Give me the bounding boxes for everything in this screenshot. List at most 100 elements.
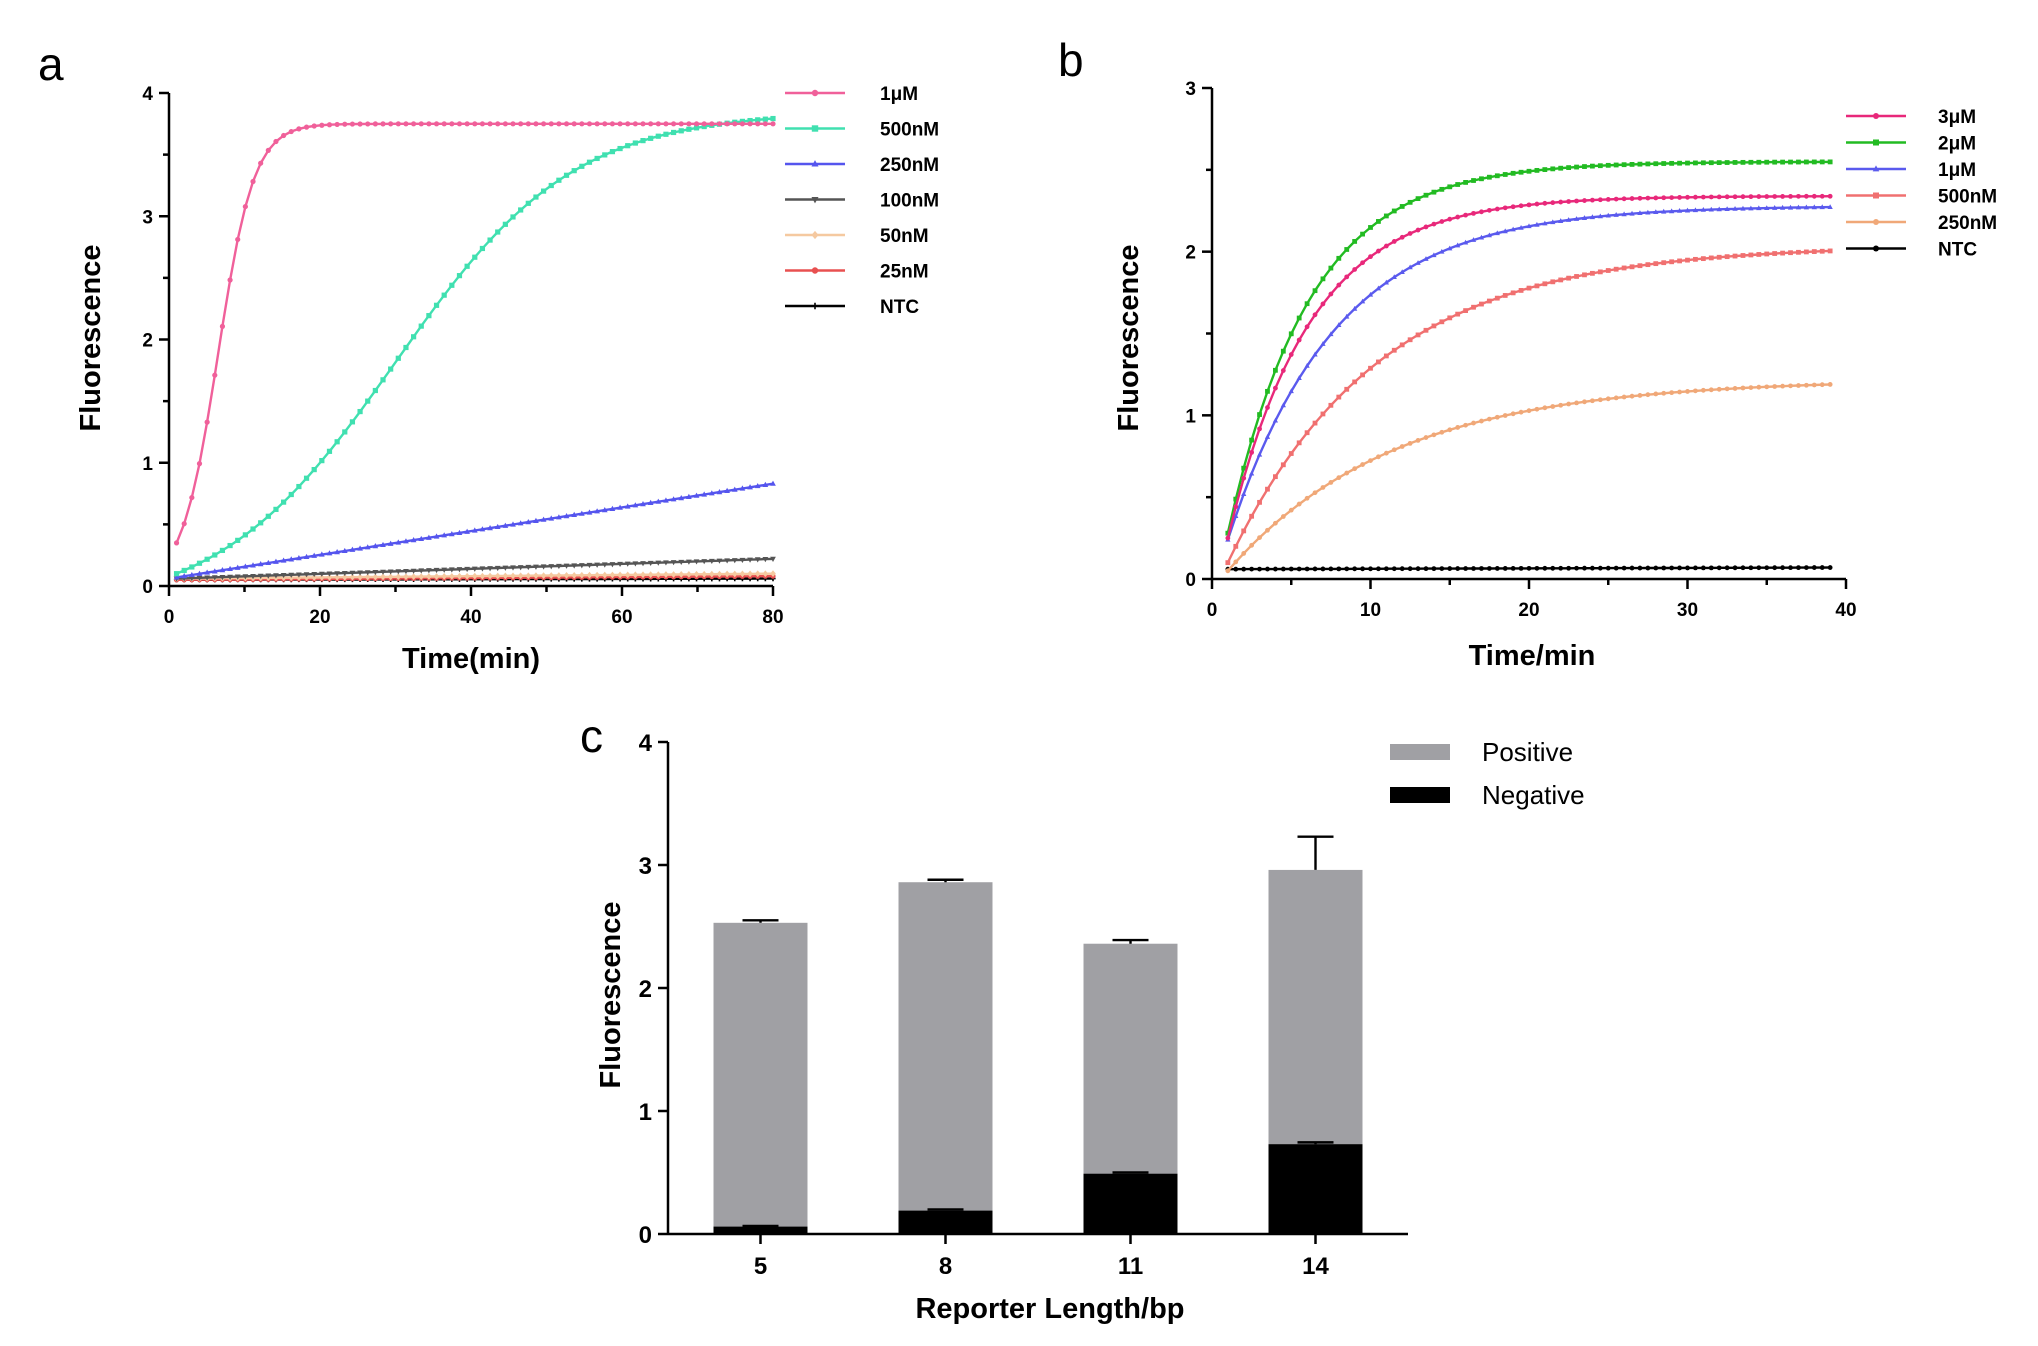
panel-b-data-point <box>1661 390 1667 396</box>
panel-a-data-point <box>418 535 425 542</box>
panel-a-data-point <box>510 121 516 127</box>
panel-b-data-point <box>1407 231 1413 236</box>
panel-b-data-point <box>1613 196 1619 202</box>
panel-a-data-point <box>349 573 356 581</box>
panel-b-data-point <box>1772 565 1778 571</box>
panel-b-data-point <box>1764 384 1770 390</box>
panel-b-data-point <box>1724 160 1730 165</box>
panel-a-legend-label: 250nM <box>880 155 939 176</box>
panel-b-data-point <box>1661 208 1667 214</box>
panel-b-data-point <box>1796 193 1801 199</box>
panel-a-data-point <box>724 570 730 578</box>
panel-b-data-point <box>1558 165 1564 171</box>
panel-b-data-point <box>1724 206 1730 212</box>
panel-a-data-point <box>326 448 333 454</box>
panel-b-data-point <box>1288 507 1294 513</box>
panel-b-data-point <box>1494 173 1500 179</box>
panel-b-data-point <box>1360 566 1365 572</box>
panel-a-data-point <box>464 121 470 127</box>
panel-b-data-point <box>1827 204 1833 210</box>
panel-b-data-point <box>1740 385 1746 391</box>
panel-b-data-point <box>1479 176 1484 182</box>
panel-a-data-point <box>364 570 371 576</box>
panel-b-data-point <box>1352 379 1358 385</box>
panel-b-data-point <box>1296 566 1302 572</box>
panel-b-data-point <box>1669 160 1675 166</box>
panel-a-data-point <box>456 572 463 580</box>
panel-b-x-axis-title: Time/min <box>1469 640 1596 672</box>
panel-b-data-point <box>1471 304 1476 310</box>
panel-a-data-point <box>686 121 692 127</box>
panel-b-data-point <box>1740 159 1746 165</box>
panel-b-data-point <box>1796 383 1801 388</box>
panel-a-data-point <box>196 575 203 581</box>
panel-b-data-point <box>1510 290 1516 296</box>
panel-a-data-point <box>609 121 616 127</box>
panel-a-data-point <box>502 522 509 528</box>
panel-a-x-axis-title: Time(min) <box>402 643 540 675</box>
panel-b-data-point <box>1748 159 1754 165</box>
panel-a-data-point <box>716 121 723 127</box>
panel-b-legend-marker <box>1872 165 1880 172</box>
panel-a-data-point <box>410 568 417 574</box>
panel-a-data-point <box>196 570 203 576</box>
panel-b-data-point <box>1336 282 1342 288</box>
panel-a-data-point <box>388 121 394 127</box>
panel-a-data-point <box>602 152 608 158</box>
panel-b-data-point <box>1724 254 1730 260</box>
panel-b-data-point <box>1431 432 1437 438</box>
panel-a-data-point <box>342 121 348 127</box>
panel-b-data-point <box>1344 470 1350 476</box>
panel-a-data-point <box>747 557 753 563</box>
panel-c-y-tick-label: 4 <box>639 730 653 757</box>
panel-a-data-point <box>441 573 448 580</box>
panel-b-data-point <box>1407 566 1413 572</box>
panel-a-data-point <box>632 561 639 567</box>
panel-a-data-point <box>342 429 348 435</box>
panel-a-y-tick-label: 1 <box>142 454 153 475</box>
panel-b-data-point <box>1827 159 1833 165</box>
panel-b-data-point <box>1447 315 1453 321</box>
panel-b-y-tick-label: 1 <box>1185 406 1196 427</box>
panel-a-data-point <box>510 521 516 527</box>
panel-b-data-point <box>1685 565 1690 571</box>
panel-b-data-point <box>1462 239 1469 245</box>
panel-a-data-point <box>387 573 394 581</box>
panel-b-data-point <box>1819 565 1825 570</box>
panel-b-data-point <box>1265 486 1270 492</box>
panel-c-bar-group <box>898 1208 993 1234</box>
panel-b-data-point <box>1597 213 1603 219</box>
panel-a-data-point <box>731 486 738 492</box>
panel-a-legend-item: 1μM <box>785 84 918 105</box>
panel-b-data-point <box>1827 565 1833 570</box>
panel-b-data-point <box>1391 566 1397 572</box>
panel-b-data-point <box>1692 207 1699 213</box>
panel-b-data-point <box>1788 193 1793 199</box>
panel-b-data-point <box>1265 405 1270 410</box>
panel-b-data-point <box>1439 319 1445 325</box>
panel-b-data-point <box>1423 566 1429 572</box>
panel-c: c Fluorescence Reporter Length/bp <box>580 710 1185 1325</box>
panel-a-data-point <box>533 564 539 570</box>
panel-a-data-point <box>296 555 302 561</box>
panel-b-data-point <box>1669 390 1675 396</box>
panel-b-series-line <box>1226 249 1831 564</box>
panel-b-data-point <box>1336 475 1342 481</box>
panel-b-data-point <box>1550 279 1556 285</box>
panel-a-data-point <box>273 506 279 512</box>
panel-b-data-point <box>1265 527 1270 533</box>
panel-b-data-point <box>1463 180 1468 185</box>
panel-a-data-point <box>754 570 761 578</box>
panel-b-data-point <box>1296 337 1302 343</box>
panel-a-data-point <box>556 514 562 520</box>
panel-a-legend-item: 250nM <box>785 155 939 176</box>
panel-b-data-point <box>1415 227 1421 233</box>
panel-b-data-point <box>1360 372 1365 378</box>
panel-b-data-point <box>1566 401 1572 407</box>
panel-b-data-point <box>1510 411 1516 417</box>
panel-a-data-point <box>655 571 662 579</box>
panel-b-data-point <box>1716 160 1722 166</box>
panel-a-data-point <box>609 571 616 579</box>
panel-b-data-point <box>1502 228 1508 234</box>
panel-a-data-point <box>288 491 294 498</box>
